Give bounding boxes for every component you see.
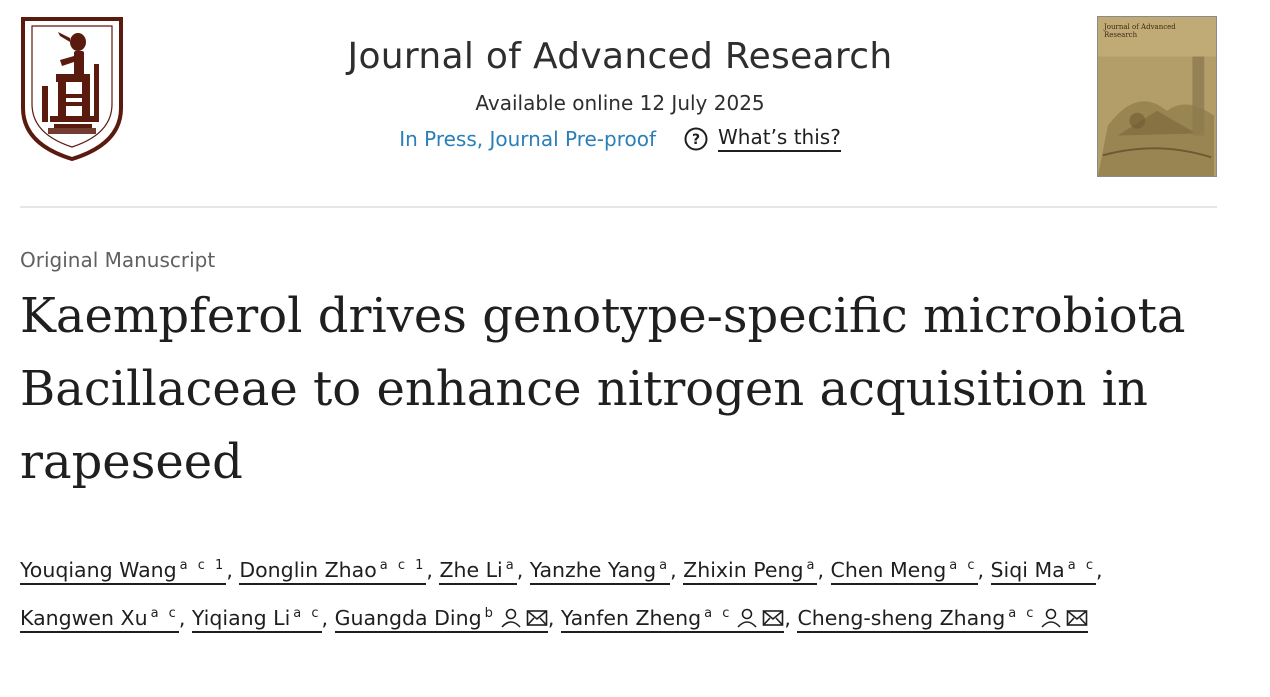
author-list: Youqiang Wang a c 1, Donglin Zhao a c 1, Z… xyxy=(20,544,1250,640)
author-affiliation: a c xyxy=(293,606,322,621)
author-affiliation: a c xyxy=(150,606,179,621)
author-name: Cheng-sheng Zhang xyxy=(797,606,1006,630)
envelope-icon xyxy=(762,599,784,626)
available-online-date: Available online 12 July 2025 xyxy=(475,91,765,115)
question-circle-icon: ? xyxy=(684,127,708,150)
author-link[interactable]: Chen Meng a c xyxy=(830,558,978,585)
author-name: Zhixin Peng xyxy=(683,558,804,582)
author-name: Siqi Ma xyxy=(990,558,1065,582)
author-name: Chen Meng xyxy=(830,558,947,582)
author-name: Yanzhe Yang xyxy=(529,558,657,582)
author-separator: , xyxy=(817,558,831,582)
envelope-icon xyxy=(526,599,548,626)
author-affiliation: a xyxy=(806,558,818,573)
journal-cover-thumbnail[interactable]: Journal of Advanced Research xyxy=(1097,16,1217,177)
header-divider xyxy=(20,206,1217,208)
author-link[interactable]: Kangwen Xu a c xyxy=(20,606,179,633)
envelope-icon xyxy=(1066,599,1088,626)
author-link[interactable]: Zhixin Peng a xyxy=(683,558,818,585)
author-affiliation: a c 1 xyxy=(179,558,227,573)
author-affiliation: b xyxy=(484,606,496,621)
whats-this-label: What’s this? xyxy=(718,125,841,152)
article-title: Kaempferol drives genotype-specific micr… xyxy=(20,288,1186,490)
author-name: Youqiang Wang xyxy=(20,558,177,582)
author-link[interactable]: Guangda Ding b xyxy=(334,606,548,633)
author-name: Donglin Zhao xyxy=(239,558,377,582)
author-affiliation: a xyxy=(659,558,671,573)
author-name: Kangwen Xu xyxy=(20,606,148,630)
svg-text:?: ? xyxy=(692,132,700,148)
author-link[interactable]: Cheng-sheng Zhang a c xyxy=(797,606,1089,633)
author-separator: , xyxy=(977,558,991,582)
author-separator: , xyxy=(426,558,440,582)
cover-title: Journal of Advanced Research xyxy=(1104,23,1176,39)
author-link[interactable]: Yanfen Zheng a c xyxy=(560,606,785,633)
author-name: Guangda Ding xyxy=(334,606,482,630)
person-icon xyxy=(736,599,758,628)
person-icon xyxy=(500,599,522,628)
journal-title[interactable]: Journal of Advanced Research xyxy=(347,36,893,77)
journal-logo[interactable] xyxy=(20,16,124,162)
status-row: In Press, Journal Pre-proof ? What’s thi… xyxy=(260,125,980,152)
in-press-status-link[interactable]: In Press, Journal Pre-proof xyxy=(399,126,657,151)
author-affiliation: a c 1 xyxy=(379,558,427,573)
author-separator: , xyxy=(670,558,684,582)
author-link[interactable]: Yiqiang Li a c xyxy=(191,606,322,633)
author-separator: , xyxy=(784,606,798,630)
author-affiliation: a xyxy=(505,558,517,573)
author-separator: , xyxy=(178,606,192,630)
author-name: Yiqiang Li xyxy=(191,606,291,630)
journal-header: Journal of Advanced Research Available o… xyxy=(260,36,980,152)
author-link[interactable]: Donglin Zhao a c 1 xyxy=(239,558,427,585)
author-link[interactable]: Yanzhe Yang a xyxy=(529,558,671,585)
author-name: Zhe Li xyxy=(439,558,503,582)
person-icon xyxy=(1040,599,1062,628)
author-separator: , xyxy=(547,606,561,630)
article-type: Original Manuscript xyxy=(20,248,216,272)
author-separator: , xyxy=(1095,558,1103,582)
author-link[interactable]: Siqi Ma a c xyxy=(990,558,1096,585)
author-affiliation: a c xyxy=(949,558,978,573)
author-separator: , xyxy=(516,558,530,582)
author-link[interactable]: Youqiang Wang a c 1 xyxy=(20,558,227,585)
author-affiliation: a c xyxy=(1008,606,1037,621)
author-separator: , xyxy=(226,558,240,582)
whats-this-button[interactable]: ? What’s this? xyxy=(684,125,841,152)
cover-illustration xyxy=(1098,17,1216,176)
author-affiliation: a c xyxy=(704,606,733,621)
author-separator: , xyxy=(321,606,335,630)
author-link[interactable]: Zhe Li a xyxy=(439,558,517,585)
author-name: Yanfen Zheng xyxy=(560,606,702,630)
author-affiliation: a c xyxy=(1067,558,1096,573)
